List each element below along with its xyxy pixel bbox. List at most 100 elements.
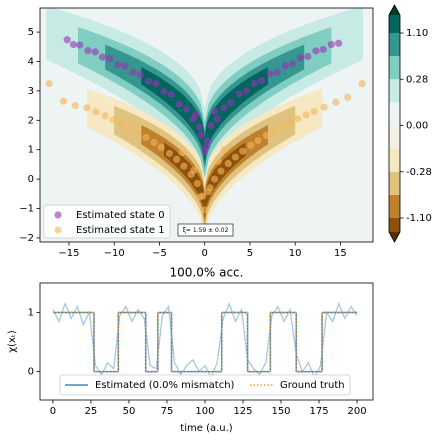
colorbar-band	[389, 171, 400, 195]
legend-marker	[54, 226, 62, 234]
contour-band	[164, 142, 246, 219]
scatter-point	[129, 68, 137, 76]
legend-label: Estimated (0.0% mismatch)	[95, 380, 235, 391]
x-tick-label: 5	[247, 248, 253, 259]
scatter-point	[327, 40, 335, 49]
x-tick-label: 15	[334, 248, 347, 259]
scatter-point	[203, 137, 212, 145]
y-tick-label: 5	[28, 27, 34, 38]
x-tick-label: −15	[58, 248, 79, 259]
axes-frame	[39, 7, 374, 243]
scatter-point	[175, 100, 183, 108]
x-tick-label: 0	[202, 248, 208, 259]
scatter-point	[213, 115, 221, 123]
scatter-point	[101, 112, 109, 120]
scatter-point	[173, 155, 181, 163]
scatter-point	[235, 90, 243, 98]
scatter-point	[165, 149, 173, 158]
scatter-point	[150, 138, 158, 146]
y-tick-label: −2	[19, 233, 34, 244]
legend-label: Estimated state 1	[76, 225, 165, 236]
scatter-point	[157, 143, 165, 151]
scatter-point	[320, 103, 328, 111]
x-tick-label: 50	[123, 406, 136, 417]
scatter-point	[312, 47, 320, 55]
scatter-point	[358, 79, 366, 88]
legend-box	[59, 374, 351, 396]
colorbar-band	[389, 125, 400, 149]
legend-label: Estimated state 0	[76, 210, 165, 221]
scatter-point	[258, 77, 266, 85]
colorbar-band	[389, 15, 400, 33]
x-tick-label: 125	[233, 406, 252, 417]
scatter-point	[106, 54, 114, 63]
x-tick-label: 25	[85, 406, 98, 417]
scatter-point	[45, 79, 53, 88]
scatter-point	[278, 123, 286, 131]
x-axis-label: time (a.u.)	[180, 423, 232, 434]
scatter-point	[117, 120, 126, 128]
x-tick-label: 100	[195, 406, 214, 417]
scatter-point	[281, 62, 289, 70]
scatter-point	[63, 36, 71, 44]
scatter-point	[195, 123, 203, 131]
axes-frame	[39, 282, 374, 401]
scatter-point	[335, 39, 343, 47]
scatter-point	[125, 124, 134, 132]
scatter-point	[231, 153, 240, 161]
scatter-point	[142, 133, 150, 141]
scatter-point	[207, 121, 215, 130]
scatter-point	[214, 157, 222, 166]
y-tick-label: 2	[28, 115, 34, 126]
scatter-point	[59, 97, 68, 105]
scatter-point	[92, 108, 100, 116]
scatter-point	[247, 141, 255, 149]
scatter-point	[206, 184, 214, 192]
x-tick-label: 0	[50, 406, 56, 417]
scatter-point	[144, 77, 153, 85]
colorbar-tick-label: 0.00	[406, 121, 428, 132]
scatter-point	[136, 70, 145, 79]
scatter-point	[160, 87, 168, 96]
colorbar-band	[389, 33, 400, 57]
contour-band	[141, 67, 268, 163]
x-tick-label: −5	[152, 248, 167, 259]
scatter-point	[297, 54, 305, 62]
scatter-point	[178, 149, 186, 157]
colorbar-tick-label: -1.10	[406, 213, 432, 224]
y-tick-label: 1	[28, 145, 34, 156]
colorbar-band	[389, 56, 400, 80]
legend-marker	[54, 211, 62, 219]
scatter-point	[192, 110, 200, 119]
scatter-point	[227, 99, 235, 107]
x-tick-label: 150	[271, 406, 290, 417]
scatter-point	[304, 52, 312, 61]
scatter-point	[319, 45, 327, 54]
scatter-point	[197, 131, 205, 139]
scatter-point	[180, 162, 188, 170]
legend-box	[43, 204, 171, 239]
colorbar-tick-label: 1.10	[406, 28, 428, 39]
scatter-point	[239, 147, 247, 155]
scatter-point	[134, 129, 142, 137]
colorbar-frame	[388, 4, 401, 243]
scatter-point	[220, 104, 228, 112]
colorbar-band	[389, 102, 400, 126]
scatter-point	[193, 179, 202, 188]
scatter-point	[83, 104, 91, 112]
chart-title: 100.0% acc.	[170, 266, 244, 280]
scatter-point	[217, 167, 225, 175]
scatter-point	[152, 79, 160, 88]
scatter-point	[211, 107, 219, 116]
scatter-point	[220, 146, 229, 154]
scatter-point	[254, 136, 262, 145]
scatter-point	[288, 60, 297, 68]
signal-line	[52, 301, 358, 380]
scatter-point	[262, 131, 270, 140]
colorbar-band	[389, 148, 400, 172]
scatter-point	[76, 41, 84, 49]
scatter-point	[98, 53, 107, 61]
scatter-point	[269, 127, 278, 136]
